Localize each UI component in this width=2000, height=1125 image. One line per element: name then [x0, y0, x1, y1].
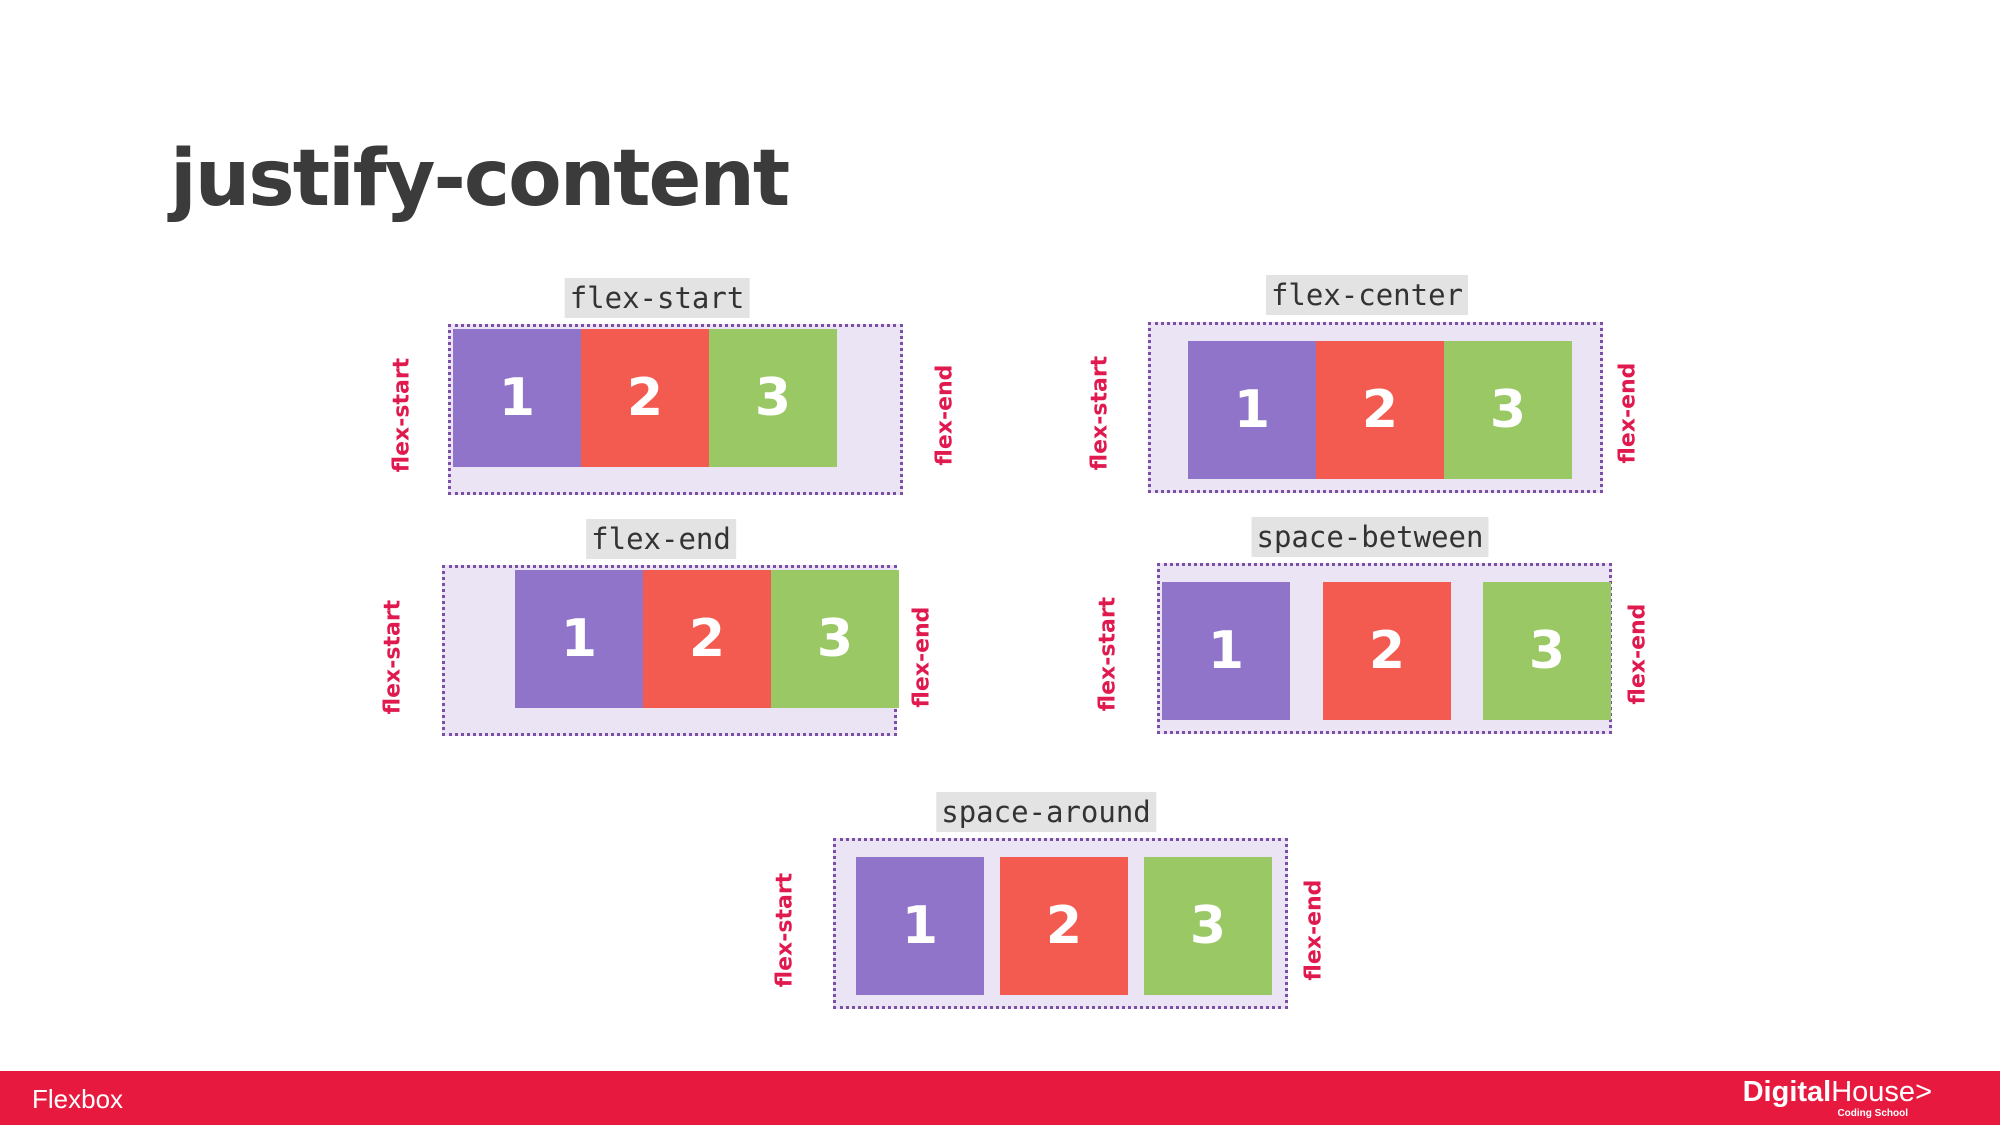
flex-container: 1 2 3	[1157, 563, 1612, 734]
flex-container: 1 2 3	[442, 565, 899, 736]
digital-house-logo: DigitalHouse> Coding School	[1743, 1076, 1932, 1120]
flex-item-1: 1	[453, 329, 581, 467]
flex-container: 1 2 3	[448, 324, 903, 495]
footer-bar: Flexbox DigitalHouse> Coding School	[0, 1071, 2000, 1125]
flex-item-3: 3	[709, 329, 837, 467]
flex-item-1: 1	[856, 857, 984, 995]
flex-container: 1 2 3	[833, 838, 1288, 1009]
flex-item-2: 2	[581, 329, 709, 467]
flex-item-1: 1	[1188, 341, 1316, 479]
brand-name-bold: Digital	[1742, 1076, 1832, 1108]
footer-section-label: Flexbox	[32, 1084, 124, 1114]
brand-name-light: House	[1831, 1076, 1916, 1108]
diagram-label: flex-center	[1265, 275, 1469, 315]
flex-item-1: 1	[515, 570, 643, 708]
flex-item-2: 2	[643, 570, 771, 708]
flex-item-2: 2	[1316, 341, 1444, 479]
brand-tagline: Coding School	[1837, 1108, 1908, 1119]
flex-item-3: 3	[1444, 341, 1572, 479]
flex-item-3: 3	[1483, 582, 1611, 720]
flex-item-3: 3	[771, 570, 899, 708]
flex-item-3: 3	[1144, 857, 1272, 995]
slide-title: justify-content	[170, 134, 790, 224]
diagram-label: flex-start	[564, 278, 750, 318]
flex-item-2: 2	[1000, 857, 1128, 995]
diagram-label: space-between	[1251, 517, 1489, 557]
flex-item-2: 2	[1323, 582, 1451, 720]
chevron-right-icon: >	[1915, 1076, 1932, 1108]
flex-container: 1 2 3	[1148, 322, 1603, 493]
flex-item-1: 1	[1162, 582, 1290, 720]
diagram-label: flex-end	[586, 519, 736, 559]
diagram-label: space-around	[936, 792, 1156, 832]
